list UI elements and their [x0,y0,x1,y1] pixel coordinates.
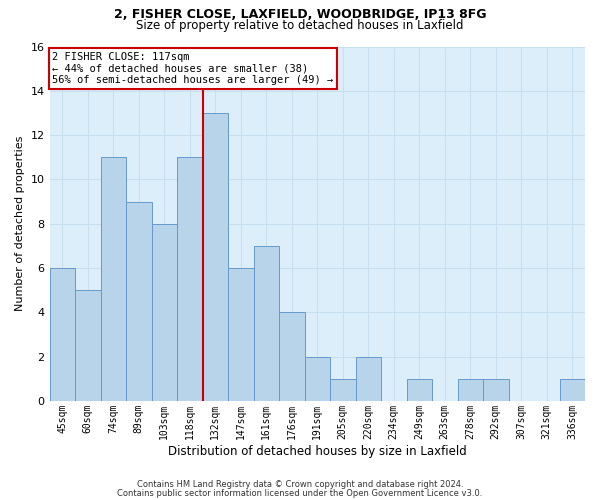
Y-axis label: Number of detached properties: Number of detached properties [15,136,25,312]
Bar [75,290,101,401]
Text: Contains public sector information licensed under the Open Government Licence v3: Contains public sector information licen… [118,490,482,498]
Bar [279,312,305,401]
Text: Contains HM Land Registry data © Crown copyright and database right 2024.: Contains HM Land Registry data © Crown c… [137,480,463,489]
Bar [356,356,381,401]
Bar [50,268,75,401]
Bar [152,224,177,401]
Bar [203,113,228,401]
Bar [177,158,203,401]
Bar [560,379,585,401]
Bar [228,268,254,401]
Bar [254,246,279,401]
Bar [305,356,330,401]
Bar [458,379,483,401]
Bar [407,379,432,401]
Bar [330,379,356,401]
Text: 2 FISHER CLOSE: 117sqm
← 44% of detached houses are smaller (38)
56% of semi-det: 2 FISHER CLOSE: 117sqm ← 44% of detached… [52,52,334,85]
Bar [483,379,509,401]
Bar [101,158,126,401]
Text: 2, FISHER CLOSE, LAXFIELD, WOODBRIDGE, IP13 8FG: 2, FISHER CLOSE, LAXFIELD, WOODBRIDGE, I… [114,8,486,20]
X-axis label: Distribution of detached houses by size in Laxfield: Distribution of detached houses by size … [168,444,467,458]
Text: Size of property relative to detached houses in Laxfield: Size of property relative to detached ho… [136,18,464,32]
Bar [126,202,152,401]
